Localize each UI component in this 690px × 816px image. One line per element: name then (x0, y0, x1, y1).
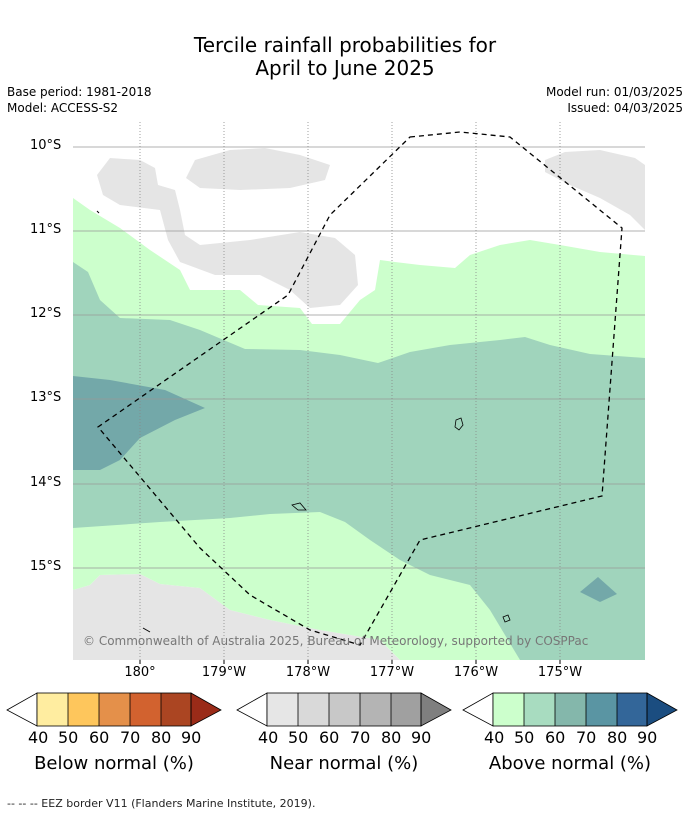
colorbar-tick: 90 (411, 728, 432, 747)
chart-title-line2: April to June 2025 (255, 56, 435, 80)
near-normal-region (545, 150, 645, 230)
colorbar-tick: 60 (319, 728, 340, 747)
colorbar-arrow-right (190, 692, 222, 727)
colorbar-tick: 40 (484, 728, 505, 747)
axis-ticks (139, 660, 561, 664)
colorbar-tick: 80 (151, 728, 172, 747)
lat-label: 10°S (30, 138, 62, 153)
above-normal-50-region (73, 262, 645, 660)
model-name: Model: ACCESS-S2 (7, 101, 119, 115)
colorbar-arrow-left (236, 692, 268, 727)
lat-label: 15°S (30, 559, 62, 574)
colorbar-arrow-left (6, 692, 38, 727)
colorbar-below-normal (6, 692, 222, 727)
latitude-gridlines (73, 146, 645, 569)
colorbar-tick: 90 (181, 728, 202, 747)
lat-label: 13°S (30, 390, 62, 405)
colorbar-tick: 40 (258, 728, 279, 747)
colorbar-tick: 60 (545, 728, 566, 747)
lon-label: 179°W (201, 665, 247, 680)
chart-title-line1: Tercile rainfall probabilities for (193, 33, 497, 57)
lon-label: 180° (124, 665, 156, 680)
colorbar-near-normal (236, 692, 452, 727)
copyright-notice: © Commonwealth of Australia 2025, Bureau… (83, 634, 589, 648)
colorbar-tick: 80 (607, 728, 628, 747)
eez-border (97, 131, 623, 646)
colorbar-tick: 70 (350, 728, 371, 747)
colorbar-tick: 50 (288, 728, 309, 747)
above-normal-60-region (580, 577, 617, 602)
lon-label: 176°W (453, 665, 499, 680)
model-run: Model run: 01/03/2025 (545, 85, 683, 99)
colorbar-title-above: Above normal (%) (488, 753, 652, 774)
near-normal-region (186, 148, 330, 190)
lon-label: 178°W (285, 665, 331, 680)
island-outline (454, 417, 464, 431)
colorbar-tick: 50 (514, 728, 535, 747)
above-normal-60-region (73, 376, 205, 470)
colorbar-tick: 70 (576, 728, 597, 747)
colorbar-arrow-left (462, 692, 494, 727)
lat-label: 11°S (30, 222, 62, 237)
colorbar-title-below: Below normal (%) (34, 753, 194, 774)
island-outline (291, 502, 307, 511)
colorbar-title-near: Near normal (%) (269, 753, 419, 774)
lat-label: 12°S (30, 306, 62, 321)
colorbar-tick: 90 (637, 728, 658, 747)
lon-label: 175°W (537, 665, 583, 680)
colorbar-arrow-right (420, 692, 452, 727)
base-period: Base period: 1981-2018 (7, 85, 152, 99)
lon-label: 177°W (369, 665, 415, 680)
colorbar-tick: 50 (58, 728, 79, 747)
colorbar-arrow-right (646, 692, 678, 727)
footnote: -- -- -- EEZ border V11 (Flanders Marine… (7, 797, 316, 810)
colorbar-tick: 70 (120, 728, 141, 747)
lat-label: 14°S (30, 475, 62, 490)
near-normal-region (97, 158, 358, 308)
island-outline (502, 614, 511, 623)
colorbar-tick: 80 (381, 728, 402, 747)
colorbar-tick: 60 (89, 728, 110, 747)
colorbar-tick: 40 (28, 728, 49, 747)
near-normal-region (73, 574, 400, 660)
issued-date: Issued: 04/03/2025 (567, 101, 683, 115)
colorbar-above-normal (462, 692, 678, 727)
